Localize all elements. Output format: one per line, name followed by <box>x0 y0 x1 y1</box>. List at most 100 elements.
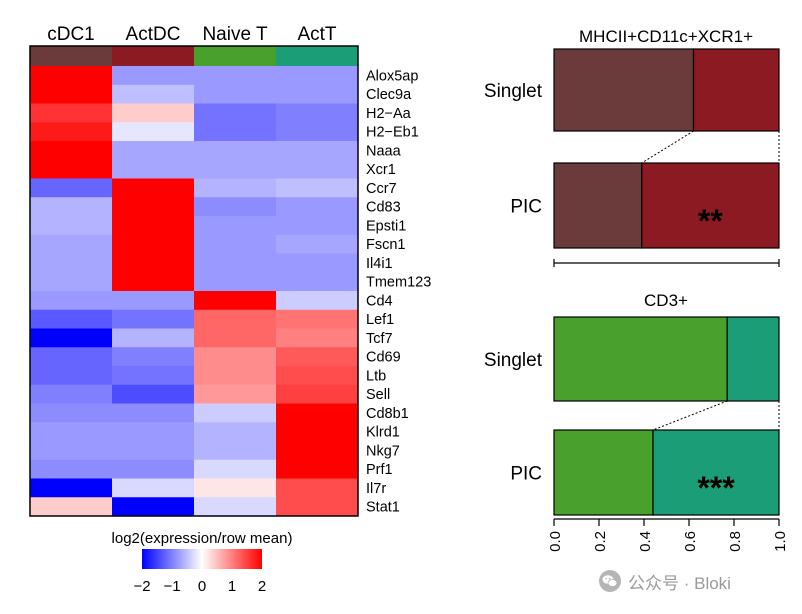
heatmap-cell <box>276 122 359 142</box>
row-label: Klrd1 <box>366 425 400 441</box>
heatmap-cell <box>276 459 359 479</box>
bar-segment <box>553 316 728 402</box>
heatmap-cell <box>276 66 359 86</box>
heatmap-cell <box>112 253 195 273</box>
heatmap-cell <box>276 366 359 386</box>
heatmap-cell <box>194 441 277 461</box>
row-label: H2−Eb1 <box>366 125 419 141</box>
row-label: H2−Aa <box>366 106 412 122</box>
heatmap-cell <box>112 84 195 104</box>
x-tick-label: 1.0 <box>772 531 789 552</box>
x-tick-label: 0.8 <box>727 531 744 552</box>
row-label: Cd4 <box>366 293 393 309</box>
heatmap-cell <box>194 84 277 104</box>
colorbar: log2(expression/row mean) −2 −1 0 1 2 <box>112 530 293 595</box>
heatmap-cell <box>112 328 195 348</box>
heatmap-cell <box>194 122 277 142</box>
row-label: Stat1 <box>366 500 400 516</box>
heatmap-cell <box>30 66 113 86</box>
heatmap-cell <box>112 234 195 254</box>
connector-line <box>641 130 694 164</box>
heatmap-cell <box>276 272 359 292</box>
heatmap-cell <box>112 141 195 161</box>
x-tick-label: 0.4 <box>637 531 654 552</box>
heatmap-cell <box>30 253 113 273</box>
heatmap-cell <box>276 197 359 217</box>
wechat-icon <box>599 570 621 592</box>
bar-segment <box>641 162 780 249</box>
heatmap-cell <box>112 309 195 329</box>
heatmap-cell <box>276 384 359 404</box>
heatmap-cell <box>30 122 113 142</box>
heatmap-cell <box>194 216 277 236</box>
heatmap-cell <box>30 328 113 348</box>
row-label: Nkg7 <box>366 443 400 459</box>
heatmap-cell <box>194 422 277 442</box>
heatmap-cell <box>112 459 195 479</box>
heatmap-cell <box>276 178 359 198</box>
x-tick-label: 0.6 <box>682 531 699 552</box>
heatmap-cell <box>194 66 277 86</box>
column-label: Naive T <box>202 24 268 45</box>
heatmap-cell <box>112 422 195 442</box>
heatmap-cell <box>276 253 359 273</box>
row-label: Ltb <box>366 368 386 384</box>
heatmap-cell <box>30 272 113 292</box>
heatmap-cell <box>30 141 113 161</box>
colorbar-tick-label: −2 <box>133 578 150 595</box>
column-color-bar <box>194 46 276 66</box>
heatmap-cell <box>112 272 195 292</box>
row-label: Cd8b1 <box>366 406 409 422</box>
heatmap-cell <box>276 216 359 236</box>
column-color-bar <box>112 46 194 66</box>
column-label: ActDC <box>126 24 181 45</box>
row-label: Ccr7 <box>366 181 397 197</box>
heatmap-cell <box>276 309 359 329</box>
heatmap-cell <box>30 234 113 254</box>
heatmap-cell <box>30 178 113 198</box>
category-label: Singlet <box>484 81 543 102</box>
watermark-text: 公众号 · Bloki <box>628 573 731 593</box>
bar-segment <box>692 48 780 132</box>
heatmap-cell <box>112 291 195 311</box>
heatmap-cell <box>194 459 277 479</box>
column-color-bar <box>276 46 358 66</box>
row-label: Prf1 <box>366 462 393 478</box>
colorbar-label: log2(expression/row mean) <box>112 530 293 547</box>
heatmap-cell <box>30 216 113 236</box>
heatmap-cell <box>30 84 113 104</box>
heatmap-cell <box>194 497 277 517</box>
category-label: PIC <box>510 464 542 485</box>
heatmap-cell <box>30 291 113 311</box>
row-label: Epsti1 <box>366 218 406 234</box>
heatmap-cell <box>276 403 359 423</box>
watermark: 公众号 · Bloki <box>598 568 731 594</box>
heatmap-cell <box>194 234 277 254</box>
stacked-bar-panels: MHCII+CD11c+XCR1+ Singlet PIC ** CD3+ Singlet… <box>484 27 789 552</box>
row-label: Fscn1 <box>366 237 406 253</box>
heatmap-cell <box>112 478 195 498</box>
heatmap-cell <box>194 366 277 386</box>
heatmap-cell <box>276 103 359 123</box>
colorbar-tick-label: 1 <box>228 578 236 595</box>
bar-segment <box>726 316 780 402</box>
heatmap-cell <box>194 178 277 198</box>
heatmap-cell <box>112 159 195 179</box>
heatmap-cell <box>276 234 359 254</box>
heatmap-cell <box>112 66 195 86</box>
bar-segment <box>553 162 643 249</box>
bar-panel-title: CD3+ <box>644 291 688 310</box>
row-label: Alox5ap <box>366 68 418 84</box>
heatmap-cell <box>30 478 113 498</box>
heatmap-cell <box>194 103 277 123</box>
x-tick-label: 0.2 <box>592 531 609 552</box>
connector-line <box>652 400 728 431</box>
heatmap-cell <box>30 309 113 329</box>
category-label: PIC <box>510 197 542 218</box>
heatmap-cell <box>112 347 195 367</box>
heatmap-cell <box>194 197 277 217</box>
heatmap-cell <box>194 291 277 311</box>
heatmap-cell <box>276 328 359 348</box>
heatmap-cell <box>276 84 359 104</box>
